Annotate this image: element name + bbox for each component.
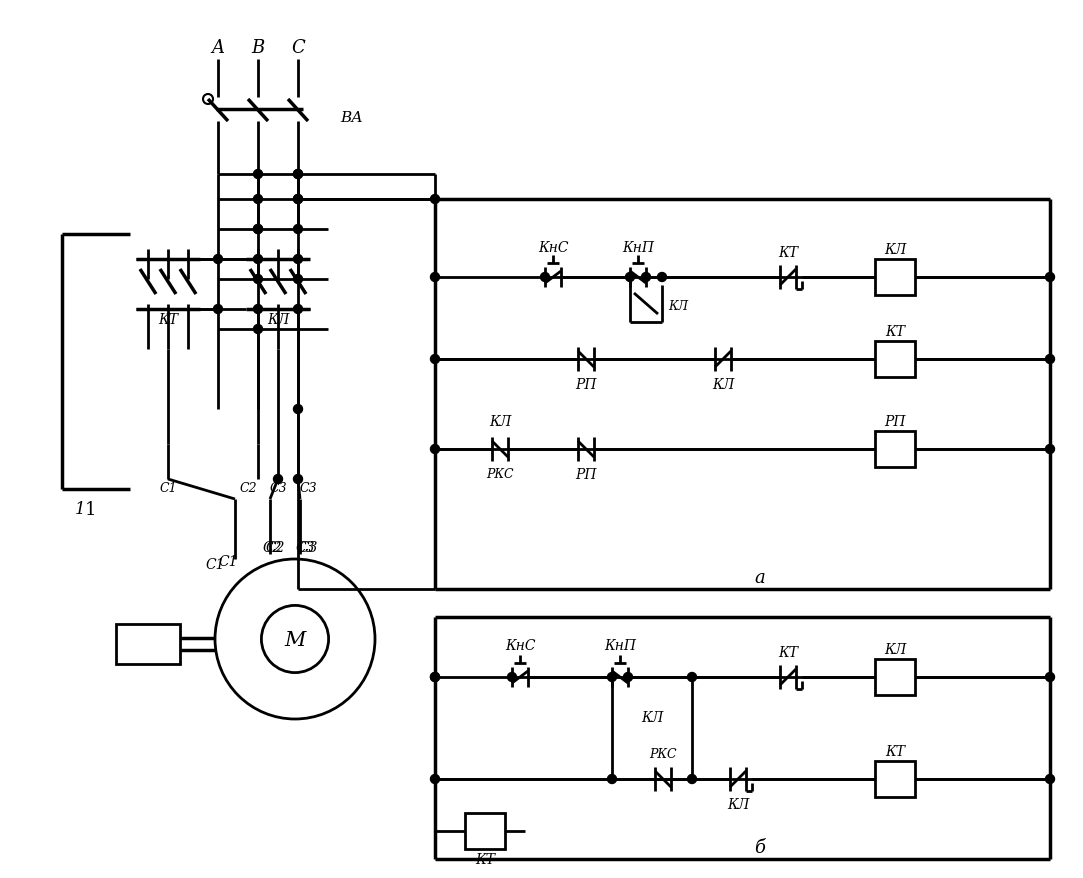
Circle shape: [431, 355, 440, 364]
Text: РКС: РКС: [486, 468, 513, 481]
Text: 1: 1: [75, 501, 86, 518]
Bar: [875, 342, 915, 378]
Text: ВА: ВА: [340, 111, 363, 125]
Circle shape: [626, 273, 635, 282]
Text: C3: C3: [270, 481, 287, 494]
Text: КЛ: КЛ: [727, 797, 749, 811]
Circle shape: [253, 306, 262, 314]
Bar: [465, 813, 505, 849]
Bar: [875, 431, 915, 467]
Circle shape: [688, 673, 696, 681]
Text: КЛ: КЛ: [488, 414, 511, 428]
Text: C3: C3: [296, 540, 315, 554]
Text: РКС: РКС: [649, 748, 677, 760]
Text: КТ: КТ: [778, 645, 798, 659]
Circle shape: [253, 325, 262, 335]
Text: C2: C2: [265, 540, 285, 554]
Bar: [116, 624, 180, 665]
Text: РП: РП: [575, 378, 597, 392]
Text: C3: C3: [299, 481, 317, 494]
Text: КЛ: КЛ: [266, 313, 289, 327]
Text: КТ: КТ: [885, 325, 905, 339]
Text: 1: 1: [84, 500, 95, 518]
Circle shape: [431, 673, 440, 681]
Circle shape: [293, 475, 302, 484]
Circle shape: [431, 273, 440, 282]
Text: C1: C1: [159, 481, 177, 494]
Text: КТ: КТ: [158, 313, 178, 327]
Circle shape: [253, 226, 262, 234]
Bar: [875, 761, 915, 797]
Bar: [875, 659, 915, 695]
Circle shape: [540, 273, 549, 282]
Circle shape: [1045, 774, 1055, 783]
Circle shape: [608, 673, 616, 681]
Text: A: A: [211, 39, 224, 57]
Circle shape: [1045, 445, 1055, 454]
Circle shape: [657, 273, 666, 282]
Circle shape: [293, 255, 302, 264]
Text: КнС: КнС: [505, 638, 535, 652]
Circle shape: [1045, 273, 1055, 282]
Text: КнП: КнП: [604, 638, 636, 652]
Text: КТ: КТ: [885, 745, 905, 758]
Circle shape: [253, 195, 262, 205]
Text: C2: C2: [262, 540, 282, 554]
Circle shape: [274, 475, 283, 484]
Text: B: B: [251, 39, 264, 57]
Text: РП: РП: [575, 467, 597, 481]
Circle shape: [293, 170, 302, 179]
Text: КнП: КнП: [622, 241, 654, 255]
Circle shape: [608, 774, 616, 783]
Circle shape: [253, 255, 262, 264]
Text: КнС: КнС: [538, 241, 569, 255]
Circle shape: [213, 255, 222, 264]
Text: КТ: КТ: [778, 246, 798, 260]
Circle shape: [213, 306, 222, 314]
Circle shape: [293, 195, 302, 205]
Text: КЛ: КЛ: [884, 643, 906, 656]
Circle shape: [253, 275, 262, 284]
Text: РП: РП: [884, 414, 905, 428]
Circle shape: [624, 673, 632, 681]
Circle shape: [293, 306, 302, 314]
Text: C3: C3: [298, 540, 317, 554]
Circle shape: [293, 226, 302, 234]
Circle shape: [253, 226, 262, 234]
Text: КЛ: КЛ: [712, 378, 734, 392]
Circle shape: [293, 170, 302, 179]
Text: C2: C2: [239, 481, 257, 494]
Text: а: а: [755, 568, 766, 587]
Text: КТ: КТ: [475, 852, 495, 866]
Circle shape: [1045, 355, 1055, 364]
Text: C: C: [291, 39, 305, 57]
Text: C1: C1: [206, 558, 225, 572]
Circle shape: [431, 774, 440, 783]
Text: КЛ: КЛ: [641, 710, 663, 724]
Text: КЛ: КЛ: [884, 242, 906, 256]
Circle shape: [253, 170, 262, 179]
Circle shape: [431, 195, 440, 205]
Circle shape: [431, 445, 440, 454]
Circle shape: [1045, 673, 1055, 681]
Circle shape: [293, 405, 302, 414]
Circle shape: [688, 774, 696, 783]
Text: М: М: [285, 630, 305, 649]
Text: б: б: [755, 838, 766, 856]
Text: C1: C1: [219, 554, 238, 568]
Circle shape: [641, 273, 651, 282]
Circle shape: [293, 195, 302, 205]
Circle shape: [431, 673, 440, 681]
Bar: [875, 260, 915, 296]
Circle shape: [508, 673, 517, 681]
Text: КЛ: КЛ: [668, 299, 688, 313]
Circle shape: [293, 275, 302, 284]
Text: РКС: РКС: [132, 637, 164, 651]
